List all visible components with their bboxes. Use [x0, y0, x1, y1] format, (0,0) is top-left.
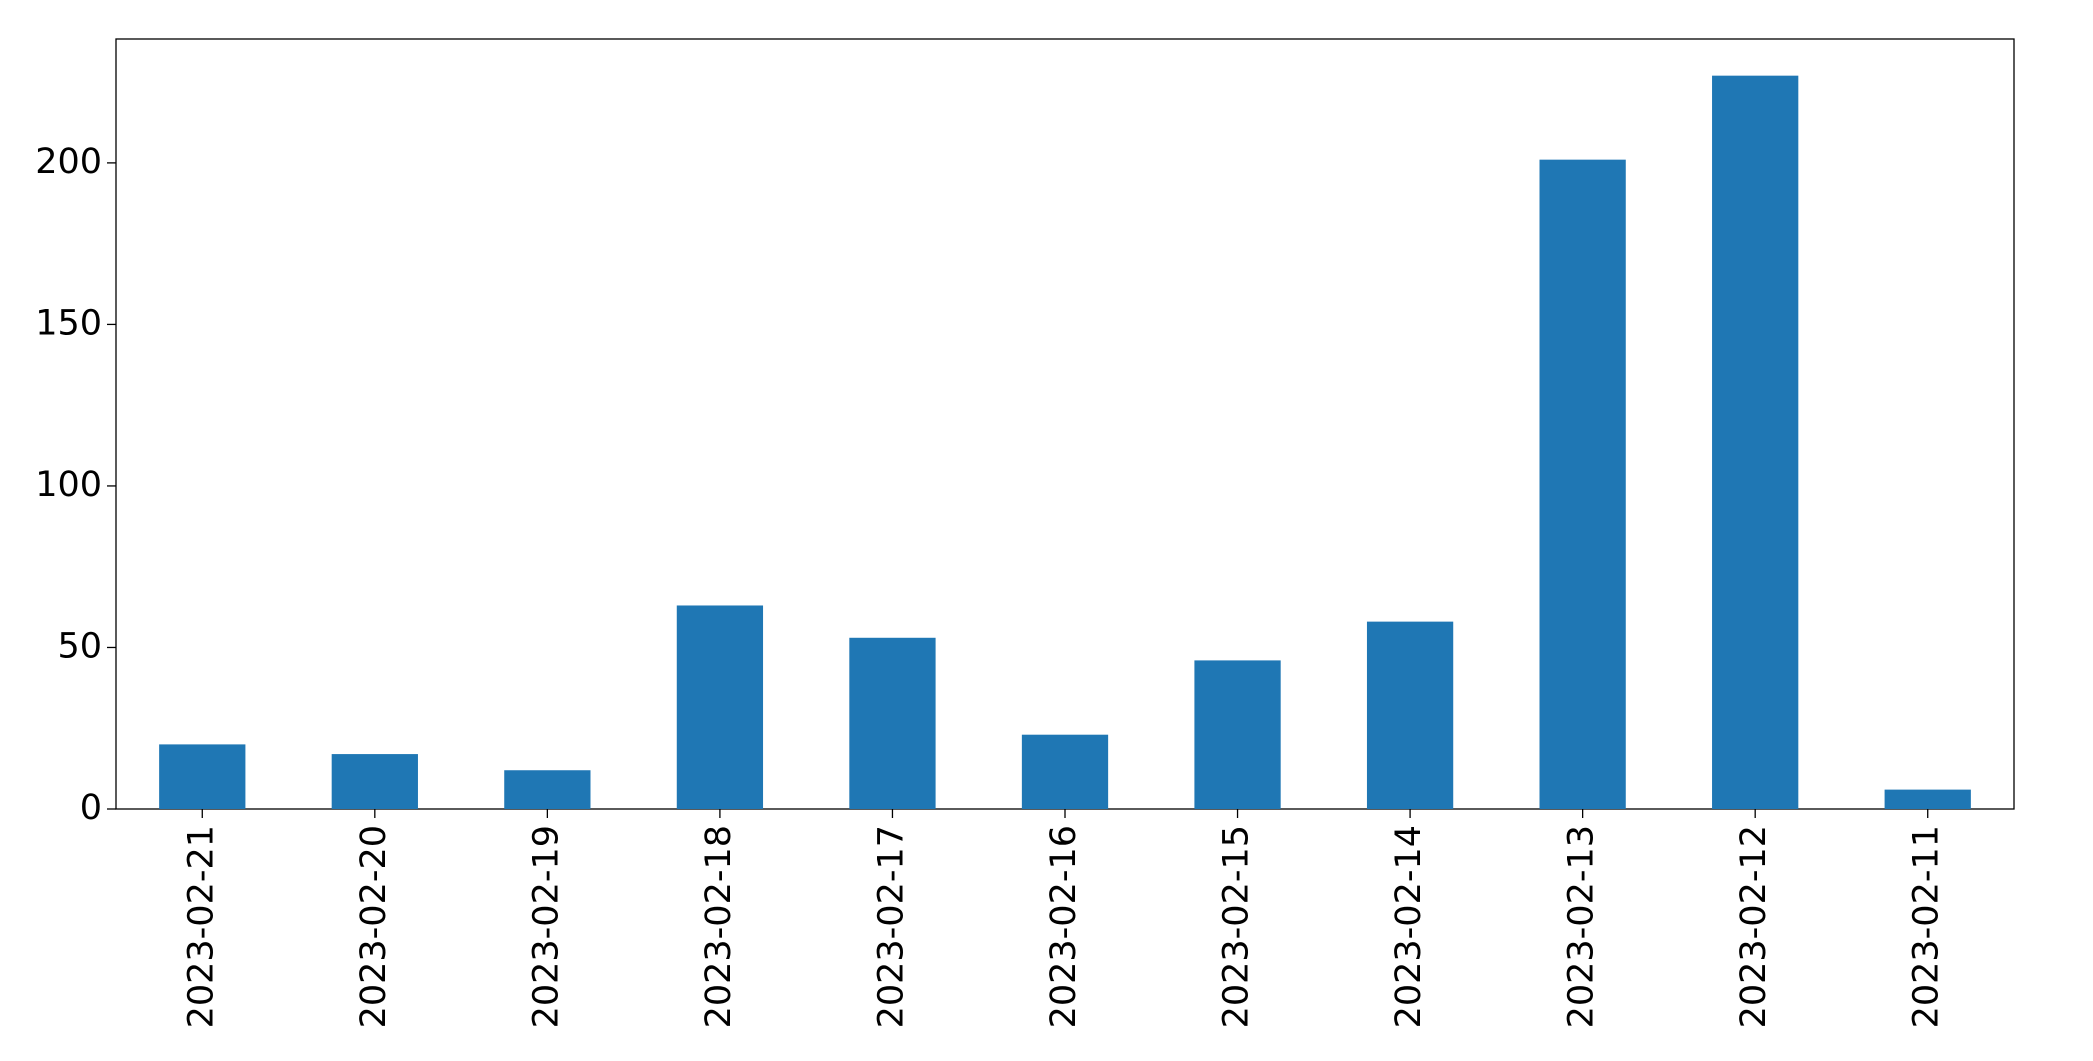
bar — [159, 744, 246, 809]
bar — [1194, 660, 1281, 809]
x-tick-label: 2023-02-12 — [1734, 825, 1774, 1028]
x-tick-label: 2023-02-19 — [526, 825, 566, 1028]
bar — [849, 637, 936, 809]
bar — [1884, 789, 1971, 809]
bar — [504, 770, 591, 809]
x-tick-label: 2023-02-16 — [1044, 825, 1084, 1028]
x-tick-label: 2023-02-20 — [354, 825, 394, 1028]
y-tick-label: 50 — [57, 626, 102, 666]
y-tick-label: 0 — [80, 788, 102, 828]
bar — [1021, 734, 1109, 809]
x-tick-label: 2023-02-15 — [1217, 825, 1257, 1028]
y-tick-label: 100 — [35, 465, 102, 505]
x-tick-label: 2023-02-14 — [1389, 825, 1429, 1028]
y-tick-label: 150 — [35, 303, 102, 343]
x-tick-label: 2023-02-21 — [181, 825, 221, 1028]
bar — [676, 605, 764, 809]
bar — [1539, 159, 1626, 810]
bar — [331, 754, 418, 809]
y-tick-label: 200 — [35, 142, 102, 182]
x-tick-label: 2023-02-18 — [699, 825, 739, 1028]
bar — [1712, 75, 1799, 809]
x-tick-label: 2023-02-11 — [1907, 825, 1947, 1028]
x-tick-label: 2023-02-17 — [871, 825, 911, 1028]
x-tick-label: 2023-02-13 — [1562, 825, 1602, 1028]
bar — [1366, 621, 1454, 809]
